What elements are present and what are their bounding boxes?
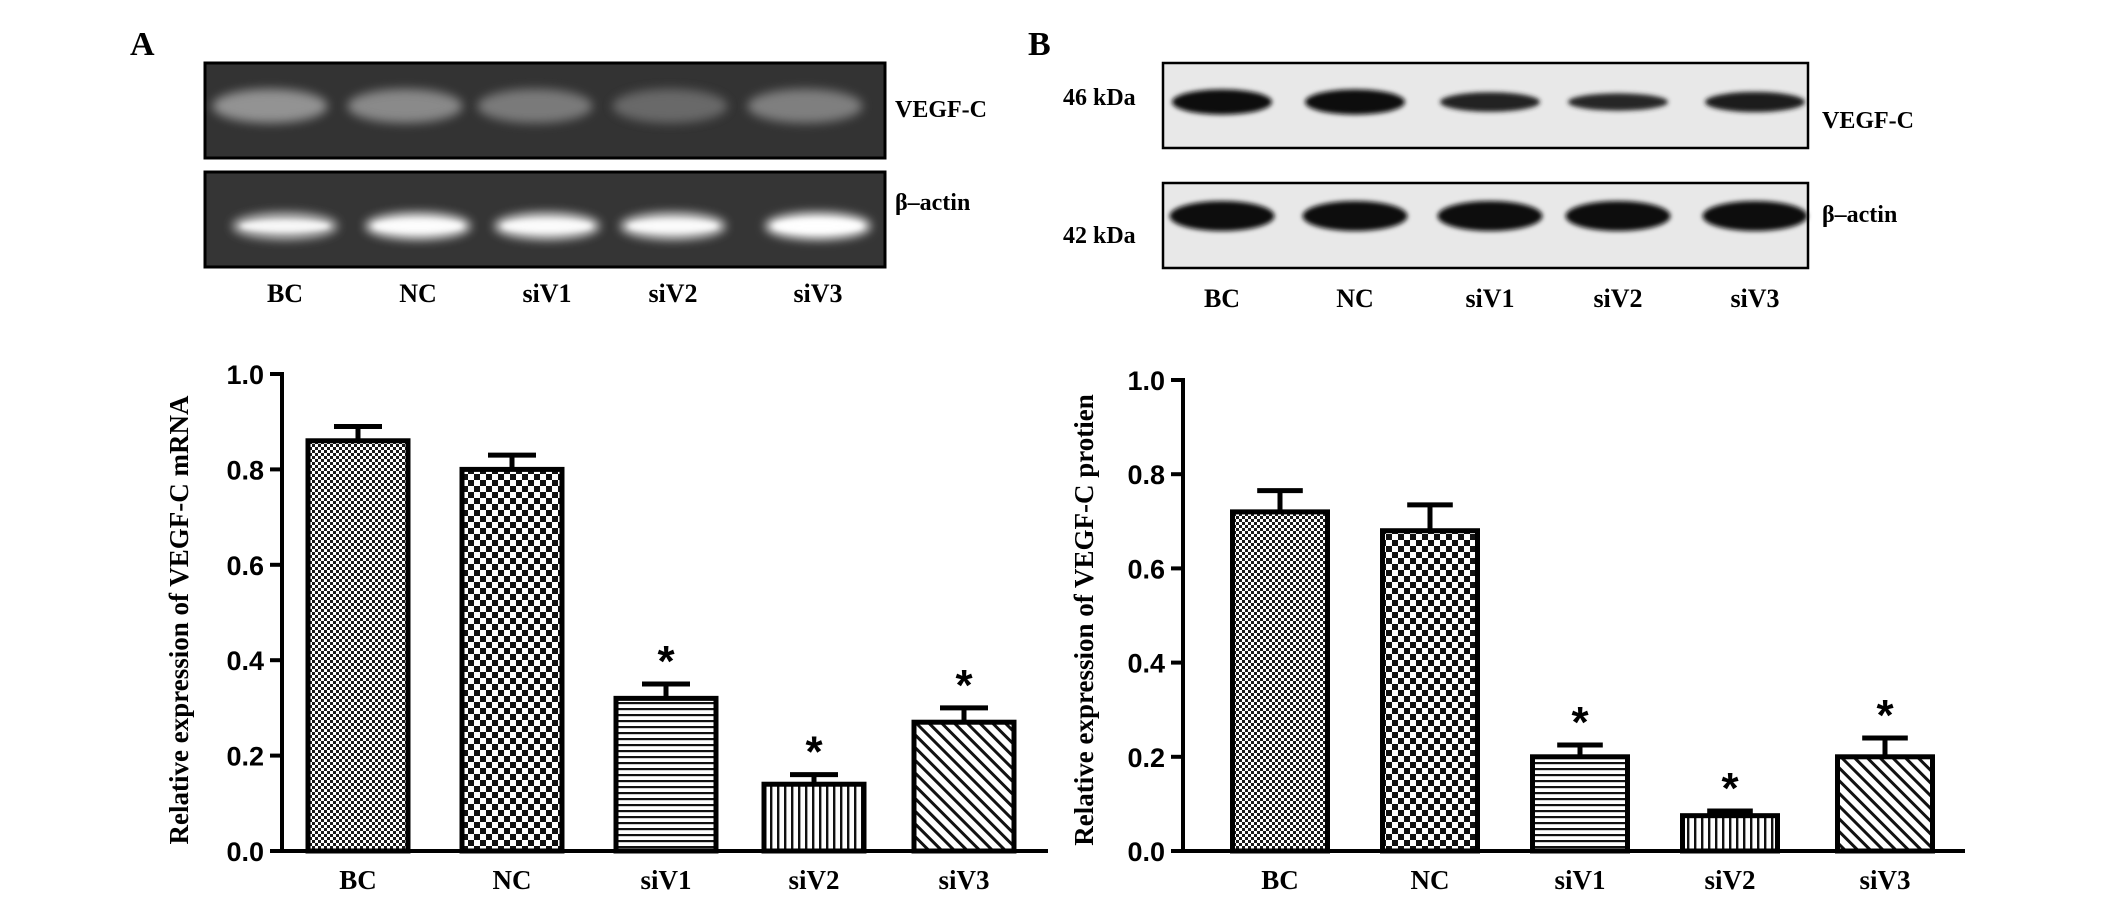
gel-band xyxy=(347,89,463,123)
x-tick-label: siV1 xyxy=(640,865,691,895)
gel-band xyxy=(612,89,728,123)
blot-band xyxy=(1169,201,1275,231)
significance-marker: * xyxy=(1876,691,1894,740)
y-tick-label: 0.4 xyxy=(226,646,264,676)
panel-b-strip-2-bands xyxy=(1169,201,1808,231)
panel-b-strip-2-label: β–actin xyxy=(1822,202,1897,228)
blot-band xyxy=(1568,93,1668,111)
bar xyxy=(1530,754,1630,854)
bar xyxy=(1835,754,1935,854)
x-tick-label: siV3 xyxy=(938,865,989,895)
y-tick-label: 0.2 xyxy=(226,742,264,772)
panel-b-lane-label: BC xyxy=(1204,284,1240,313)
x-tick-label: siV2 xyxy=(788,865,839,895)
bar xyxy=(613,695,719,854)
panel-b: B 46 kDa 42 kDa VEGF-C β–actin BC NC siV… xyxy=(1028,26,1965,895)
x-tick-label: siV2 xyxy=(1704,865,1755,895)
panel-b-lane-label: NC xyxy=(1336,284,1374,313)
y-tick-label: 0.8 xyxy=(226,455,264,485)
panel-a-lane-label: siV1 xyxy=(522,279,571,308)
significance-marker: * xyxy=(1571,698,1589,747)
gel-band-core xyxy=(628,220,718,232)
bar xyxy=(1230,509,1330,854)
blot-band xyxy=(1440,92,1540,112)
panel-a-y-axis-title: Relative expression of VEGF-C mRNA xyxy=(164,395,194,844)
panel-a-lane-label: BC xyxy=(267,279,303,308)
blot-band xyxy=(1302,201,1408,231)
gel-band xyxy=(212,89,328,123)
panel-b-mw-label-2: 42 kDa xyxy=(1063,223,1136,249)
blot-band xyxy=(1705,91,1805,113)
bar xyxy=(1380,528,1480,854)
gel-band xyxy=(747,89,863,123)
gel-band-core xyxy=(373,220,463,232)
x-tick-label: BC xyxy=(339,865,377,895)
panel-b-blot: 46 kDa 42 kDa VEGF-C β–actin BC NC siV1 … xyxy=(1063,61,1914,313)
y-tick-label: 0.8 xyxy=(1127,460,1165,490)
panel-b-lane-label: siV2 xyxy=(1593,284,1642,313)
blot-band xyxy=(1702,201,1808,231)
gel-band xyxy=(477,89,593,123)
y-tick-label: 0.6 xyxy=(226,551,264,581)
gel-band-core xyxy=(773,220,863,232)
blot-band xyxy=(1172,89,1272,115)
panel-a-blot: VEGF-C β–actin BC NC siV1 siV2 siV3 xyxy=(203,61,987,308)
y-tick-label: 0.6 xyxy=(1127,554,1165,584)
panel-b-y-axis-title: Relative expression of VEGF-C protien xyxy=(1069,394,1099,845)
panel-a-lane-label: NC xyxy=(399,279,437,308)
blot-band xyxy=(1437,201,1543,231)
bar xyxy=(1680,813,1780,854)
panel-a-chart: Relative expression of VEGF-C mRNA 0.0 0.… xyxy=(164,360,1048,895)
blot-band xyxy=(1305,89,1405,115)
x-tick-label: NC xyxy=(493,865,532,895)
panel-a: A VEGF-C β–actin BC NC siV1 siV2 siV3 Re… xyxy=(130,26,1048,895)
y-tick-label: 1.0 xyxy=(1127,366,1165,396)
panel-b-lane-label: siV1 xyxy=(1465,284,1514,313)
panel-a-strip-1-label: VEGF-C xyxy=(895,97,987,123)
significance-marker: * xyxy=(657,637,675,686)
gel-band-core xyxy=(240,220,330,232)
y-tick-label: 0.0 xyxy=(226,837,264,867)
blot-band xyxy=(1565,201,1671,231)
y-tick-label: 0.2 xyxy=(1127,743,1165,773)
bar xyxy=(761,781,867,854)
y-tick-label: 0.0 xyxy=(1127,837,1165,867)
panel-a-strip-2-label: β–actin xyxy=(895,190,970,216)
panel-b-chart: Relative expression of VEGF-C protien 0.… xyxy=(1069,366,1965,895)
x-tick-label: BC xyxy=(1261,865,1299,895)
panel-b-strip-1-bands xyxy=(1172,89,1805,115)
panel-b-lane-label: siV3 xyxy=(1730,284,1779,313)
panel-a-lane-label: siV2 xyxy=(648,279,697,308)
bar xyxy=(911,719,1017,854)
panel-b-mw-label-1: 46 kDa xyxy=(1063,85,1136,111)
x-tick-label: siV1 xyxy=(1554,865,1605,895)
panel-b-strip-1-label: VEGF-C xyxy=(1822,108,1914,134)
significance-marker: * xyxy=(805,728,823,777)
y-tick-label: 1.0 xyxy=(226,360,264,390)
bar xyxy=(305,438,411,854)
significance-marker: * xyxy=(955,661,973,710)
panel-a-lane-label: siV3 xyxy=(793,279,842,308)
significance-marker: * xyxy=(1721,764,1739,813)
x-tick-label: NC xyxy=(1411,865,1450,895)
panel-b-letter: B xyxy=(1028,26,1051,63)
panel-a-lane-labels: BC NC siV1 siV2 siV3 xyxy=(267,279,843,308)
y-tick-label: 0.4 xyxy=(1127,649,1165,679)
panel-a-strip-1-bands xyxy=(212,89,863,123)
panel-b-lane-labels: BC NC siV1 siV2 siV3 xyxy=(1204,284,1780,313)
panel-a-strip-2-bands xyxy=(232,213,871,239)
gel-band-core xyxy=(502,220,592,232)
panel-a-letter: A xyxy=(130,26,155,63)
x-tick-label: siV3 xyxy=(1859,865,1910,895)
bar xyxy=(459,466,565,854)
